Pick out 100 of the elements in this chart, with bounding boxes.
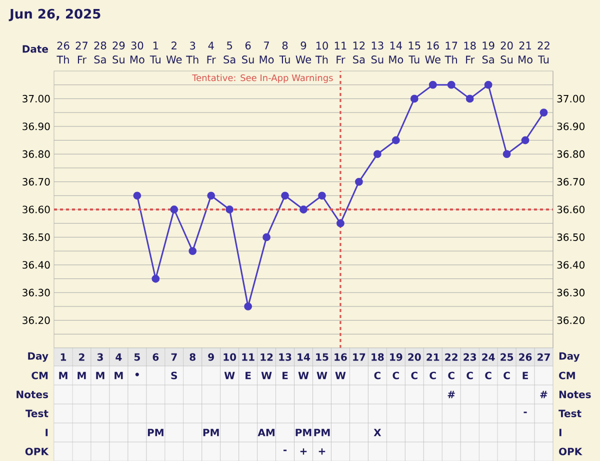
text: PM	[148, 428, 164, 436]
x-tick-label: 1 Tu	[150, 42, 160, 64]
x-tick-label: 11	[242, 353, 254, 361]
y-tick-label: 37.00	[22, 94, 50, 102]
x-tick-label: 18	[372, 353, 384, 361]
y-tick-label: 36.70	[22, 178, 50, 186]
text: C	[374, 372, 380, 380]
chart-title: Jun 26, 2025	[8, 8, 100, 22]
y-tick-label: 36.20	[22, 316, 50, 324]
y2-tick-label: 37.00	[557, 94, 585, 102]
point	[447, 80, 456, 89]
y-tick-label: Notes	[16, 390, 48, 398]
text: C	[466, 372, 473, 380]
point	[428, 80, 437, 89]
point	[392, 136, 400, 144]
text: W	[335, 372, 346, 380]
text: C	[392, 372, 399, 380]
point	[336, 219, 344, 228]
y-tick-label: 36.30	[22, 288, 50, 296]
x-tick-label: 5 Sa	[224, 42, 236, 64]
point	[152, 274, 160, 283]
y-tick-label: 36.60	[22, 206, 50, 214]
y2-tick-label: 36.20	[557, 316, 585, 324]
x-tick-label: 1	[60, 353, 66, 361]
x-tick-label: 12	[260, 353, 273, 361]
point	[207, 192, 216, 200]
x-tick-label: 9	[208, 353, 214, 361]
text: PM	[203, 428, 219, 436]
point	[226, 205, 234, 214]
text: •	[135, 372, 139, 376]
x-tick-label: 11 Fr	[334, 42, 346, 64]
x-tick-label: 19 Sa	[482, 41, 494, 64]
text: C	[430, 372, 436, 380]
y-tick-label: 36.80	[22, 150, 50, 158]
text: PM	[296, 428, 312, 436]
x-tick-label: 12 Sa	[353, 41, 365, 64]
text: PM	[314, 428, 330, 436]
y2-tick-label: 36.50	[557, 233, 585, 241]
x-tick-label: 29 Su	[112, 41, 125, 64]
point	[410, 94, 418, 103]
x-axis-title: Day	[28, 352, 48, 362]
y2-tick-label: Notes	[559, 390, 591, 398]
point	[262, 233, 270, 242]
x-tick-label: 7	[171, 353, 177, 361]
text: E	[522, 372, 528, 380]
x-tick-label: 21	[426, 353, 440, 361]
y-tick-label: 36.50	[22, 233, 50, 241]
x-tick-label: 6 Su	[242, 41, 254, 64]
text: E	[246, 372, 251, 380]
text: W	[316, 372, 328, 380]
text: M	[114, 372, 123, 380]
text: E	[282, 372, 288, 380]
text: S	[171, 372, 178, 380]
x-tick-label: 8	[190, 353, 196, 361]
x-tick-label: 13	[279, 353, 292, 361]
y-tick-label: I	[46, 428, 48, 436]
y2-tick-label: Test	[558, 410, 582, 418]
x-tick-label: 2 We	[166, 41, 182, 64]
x-tick-label: 18 Fr	[464, 42, 476, 64]
text: C	[448, 372, 454, 380]
x-tick-label: 17	[353, 353, 366, 361]
point	[373, 150, 382, 158]
x-tick-label: 20 Su	[500, 41, 513, 64]
point	[281, 192, 289, 200]
x-tick-label: 5	[134, 353, 140, 361]
point	[170, 205, 178, 214]
x-tick-label: 16	[334, 353, 347, 361]
x-tick-label: 21 Mo	[518, 41, 532, 64]
x-tick-label: 25	[500, 353, 514, 361]
text: M	[96, 372, 104, 380]
point	[521, 136, 530, 144]
text: C	[485, 372, 492, 380]
x-tick-label: 28 Sa	[94, 41, 106, 64]
x-tick-label: 14	[298, 353, 310, 361]
x-axis-title: Date	[22, 45, 48, 53]
x-tick-label: 26	[519, 353, 532, 361]
x-tick-label: 6	[152, 353, 159, 361]
point	[188, 247, 197, 255]
point	[502, 150, 511, 158]
y2-tick-label: I	[559, 428, 562, 436]
text: X	[374, 428, 382, 436]
x-tick-label: 26 Th	[56, 42, 70, 64]
point	[484, 80, 492, 89]
x-tick-label: 20	[408, 353, 421, 361]
x-tick-label: 15 Tu	[408, 42, 420, 64]
x-tick-label: 24	[482, 353, 495, 361]
point	[300, 205, 308, 214]
x-tick-label: 10	[224, 353, 236, 361]
text: W	[224, 372, 235, 380]
x-tick-label: 22	[445, 353, 458, 361]
point	[466, 94, 474, 103]
text: M	[59, 372, 68, 380]
text: +	[300, 448, 307, 455]
text: -	[524, 412, 527, 414]
x-tick-label: 16 We	[425, 41, 440, 64]
point	[354, 178, 363, 186]
y2-tick-label: 36.40	[557, 261, 585, 269]
x-tick-label: 17 Th	[444, 42, 458, 64]
ref-line-label: Tentative: See In-App Warnings	[192, 74, 333, 83]
x-tick-label: 30 Mo	[130, 41, 144, 64]
